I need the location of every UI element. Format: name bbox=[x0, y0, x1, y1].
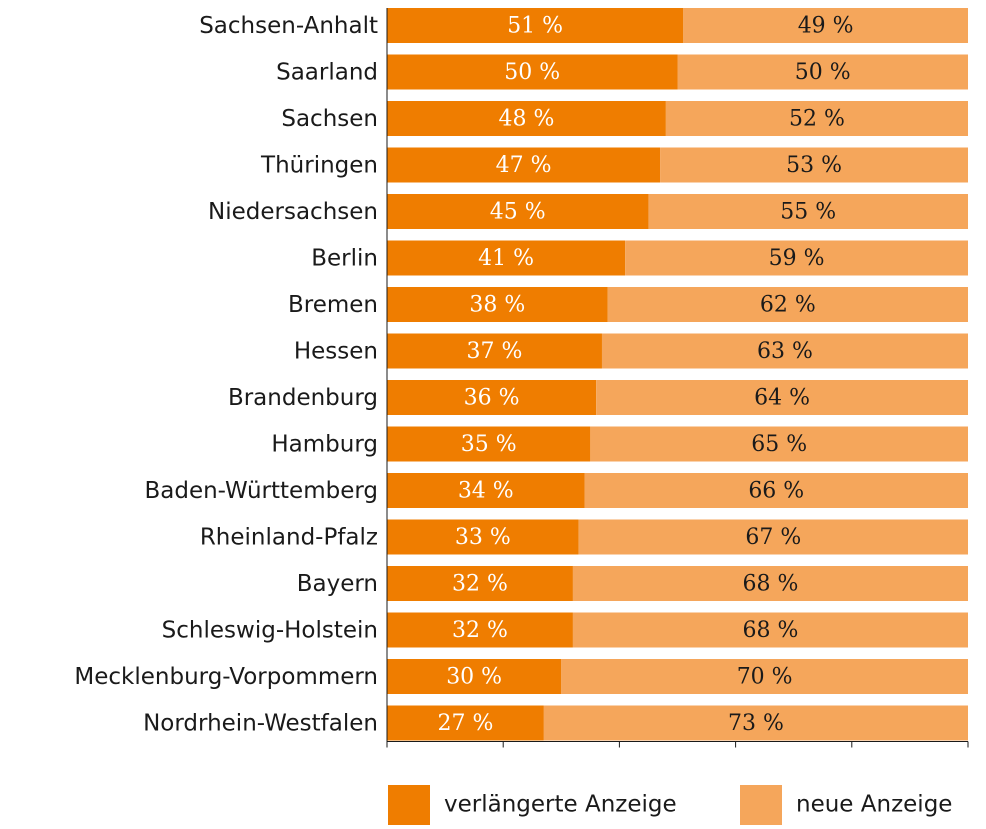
category-label: Schleswig-Holstein bbox=[162, 618, 378, 644]
bar-segment bbox=[387, 101, 666, 136]
category-label: Hessen bbox=[294, 339, 378, 365]
category-label: Saarland bbox=[276, 60, 378, 86]
bar-segment bbox=[648, 194, 968, 229]
value-label: 68 % bbox=[743, 572, 799, 597]
value-label: 65 % bbox=[751, 432, 807, 457]
bar-segment bbox=[387, 426, 591, 462]
value-label: 33 % bbox=[455, 525, 511, 550]
value-label: 52 % bbox=[789, 107, 845, 132]
value-label: 36 % bbox=[464, 386, 520, 411]
bar-segment bbox=[625, 240, 968, 276]
category-label: Niedersachsen bbox=[208, 199, 378, 225]
legend-swatch bbox=[740, 785, 782, 825]
value-label: 38 % bbox=[469, 293, 525, 318]
bar-segment bbox=[387, 380, 597, 415]
value-label: 63 % bbox=[757, 339, 813, 364]
value-label: 68 % bbox=[743, 618, 799, 643]
value-label: 34 % bbox=[458, 479, 514, 504]
value-label: 48 % bbox=[498, 107, 554, 132]
bar-segment bbox=[387, 519, 579, 555]
bar-segment bbox=[387, 287, 608, 322]
bar-segment bbox=[543, 705, 968, 741]
value-label: 59 % bbox=[769, 246, 825, 271]
bar-segment bbox=[677, 54, 968, 90]
bar-segment bbox=[387, 659, 562, 694]
bar-segment bbox=[387, 54, 678, 90]
value-label: 70 % bbox=[737, 665, 793, 690]
value-label: 32 % bbox=[452, 618, 508, 643]
bar-segment bbox=[387, 612, 573, 648]
value-label: 67 % bbox=[745, 525, 801, 550]
category-label: Nordrhein-Westfalen bbox=[143, 711, 378, 737]
value-label: 50 % bbox=[795, 60, 851, 85]
bar-segment bbox=[387, 240, 626, 276]
legend-label: neue Anzeige bbox=[796, 792, 952, 818]
value-label: 30 % bbox=[446, 665, 502, 690]
category-label: Bremen bbox=[288, 292, 378, 318]
bar-segment bbox=[665, 101, 968, 136]
bar-segment bbox=[584, 473, 968, 508]
bar-segment bbox=[607, 287, 968, 322]
bar-segment bbox=[590, 426, 968, 462]
category-label: Mecklenburg-Vorpommern bbox=[74, 664, 378, 690]
bar-segment bbox=[561, 659, 968, 694]
category-label: Brandenburg bbox=[228, 385, 378, 411]
bar-segment bbox=[387, 147, 661, 183]
bar-segment bbox=[387, 8, 684, 43]
value-label: 37 % bbox=[467, 339, 523, 364]
value-label: 66 % bbox=[748, 479, 804, 504]
legend-swatch bbox=[388, 785, 430, 825]
value-label: 51 % bbox=[507, 14, 563, 39]
value-label: 53 % bbox=[786, 153, 842, 178]
bar-segment bbox=[578, 519, 968, 555]
category-label: Baden-Württemberg bbox=[144, 478, 378, 504]
value-label: 49 % bbox=[798, 14, 854, 39]
value-label: 73 % bbox=[728, 711, 784, 736]
value-label: 32 % bbox=[452, 572, 508, 597]
bar-segment bbox=[572, 566, 968, 601]
category-label: Sachsen bbox=[281, 106, 378, 132]
value-label: 62 % bbox=[760, 293, 816, 318]
bar-segment bbox=[387, 473, 585, 508]
value-label: 35 % bbox=[461, 432, 517, 457]
value-label: 45 % bbox=[490, 200, 546, 225]
value-label: 50 % bbox=[504, 60, 560, 85]
category-label: Sachsen-Anhalt bbox=[199, 13, 378, 39]
category-label: Bayern bbox=[297, 571, 378, 597]
bar-segment bbox=[387, 194, 649, 229]
value-label: 41 % bbox=[478, 246, 534, 271]
category-label: Rheinland-Pfalz bbox=[200, 525, 378, 551]
bar-segment bbox=[596, 380, 968, 415]
value-label: 27 % bbox=[437, 711, 493, 736]
value-label: 47 % bbox=[496, 153, 552, 178]
bar-segment bbox=[660, 147, 968, 183]
bar-segment bbox=[387, 566, 573, 601]
value-label: 64 % bbox=[754, 386, 810, 411]
bar-segment bbox=[683, 8, 968, 43]
bar-segment bbox=[387, 705, 544, 741]
category-label: Thüringen bbox=[260, 153, 378, 179]
legend-label: verlängerte Anzeige bbox=[444, 792, 677, 818]
bar-segment bbox=[601, 333, 968, 369]
bar-segment bbox=[387, 333, 602, 369]
category-label: Hamburg bbox=[271, 432, 378, 458]
category-label: Berlin bbox=[311, 246, 378, 272]
bar-segment bbox=[572, 612, 968, 648]
value-label: 55 % bbox=[780, 200, 836, 225]
